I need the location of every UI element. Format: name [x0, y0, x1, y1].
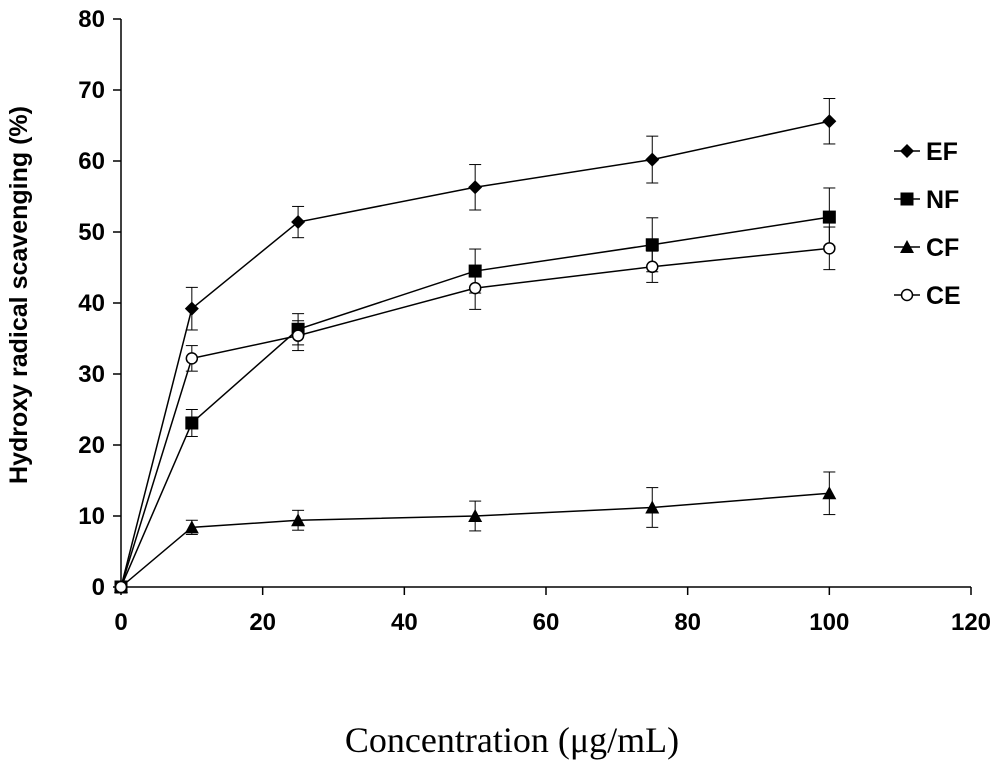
data-point-cf [184, 520, 199, 534]
x-tick-label: 20 [249, 609, 276, 636]
x-tick-label: 40 [391, 609, 418, 636]
legend-marker-cf [900, 240, 914, 253]
y-tick-label: 10 [78, 503, 105, 530]
legend-marker-ef [900, 144, 914, 158]
series-line-cf [120, 492, 830, 588]
legend-marker-nf [900, 192, 914, 206]
legend-marker-ce [900, 288, 914, 302]
series-cf [114, 471, 837, 593]
data-point-ce [185, 352, 199, 365]
series-ce [114, 226, 836, 594]
data-point-nf [645, 238, 659, 252]
data-point-ce [468, 281, 482, 295]
legend-item-ef: EF [894, 138, 958, 166]
data-point-ce [291, 329, 305, 342]
series-line-ef [120, 120, 830, 588]
x-tick-label: 100 [809, 609, 849, 636]
data-point-nf [185, 416, 199, 430]
x-tick-label: 0 [114, 609, 127, 636]
y-tick-label: 70 [78, 77, 105, 104]
y-tick-label: 50 [78, 219, 105, 246]
data-point-ce [646, 260, 659, 274]
legend-label-nf: NF [926, 186, 959, 214]
legend-item-nf: NF [894, 186, 959, 214]
data-point-cf [291, 513, 306, 527]
series-nf [114, 187, 836, 594]
data-point-nf [822, 210, 836, 224]
y-tick-label: 0 [92, 574, 105, 601]
series-line-nf [120, 216, 830, 588]
series-line-ce [120, 247, 830, 588]
legend-item-cf: CF [894, 234, 959, 262]
y-tick-label: 20 [78, 432, 105, 459]
data-point-cf [468, 509, 483, 522]
data-point-cf [822, 486, 837, 500]
y-tick-label: 60 [78, 148, 105, 175]
y-tick-label: 40 [78, 290, 105, 317]
data-point-ce [823, 242, 836, 255]
x-axis-label: Concentration (μg/mL) [345, 720, 679, 760]
legend-item-ce: CE [894, 282, 961, 310]
data-point-ce [114, 580, 128, 594]
x-tick-label: 80 [674, 609, 701, 636]
legend-label-ce: CE [926, 282, 961, 310]
data-point-ef [468, 180, 483, 195]
data-point-ef [184, 301, 199, 316]
data-point-ef [822, 114, 837, 129]
y-tick-label: 30 [78, 361, 105, 388]
x-tick-label: 60 [533, 609, 560, 636]
x-tick-label: 120 [951, 609, 991, 636]
data-point-ef [291, 215, 306, 230]
legend-label-ef: EF [926, 138, 958, 166]
series-ef [114, 98, 837, 594]
legend-label-cf: CF [926, 234, 959, 262]
y-axis-label: Hydroxy radical scavenging (%) [5, 106, 33, 484]
y-tick-label: 80 [78, 6, 105, 33]
data-point-ef [645, 152, 660, 167]
data-point-cf [645, 500, 660, 514]
